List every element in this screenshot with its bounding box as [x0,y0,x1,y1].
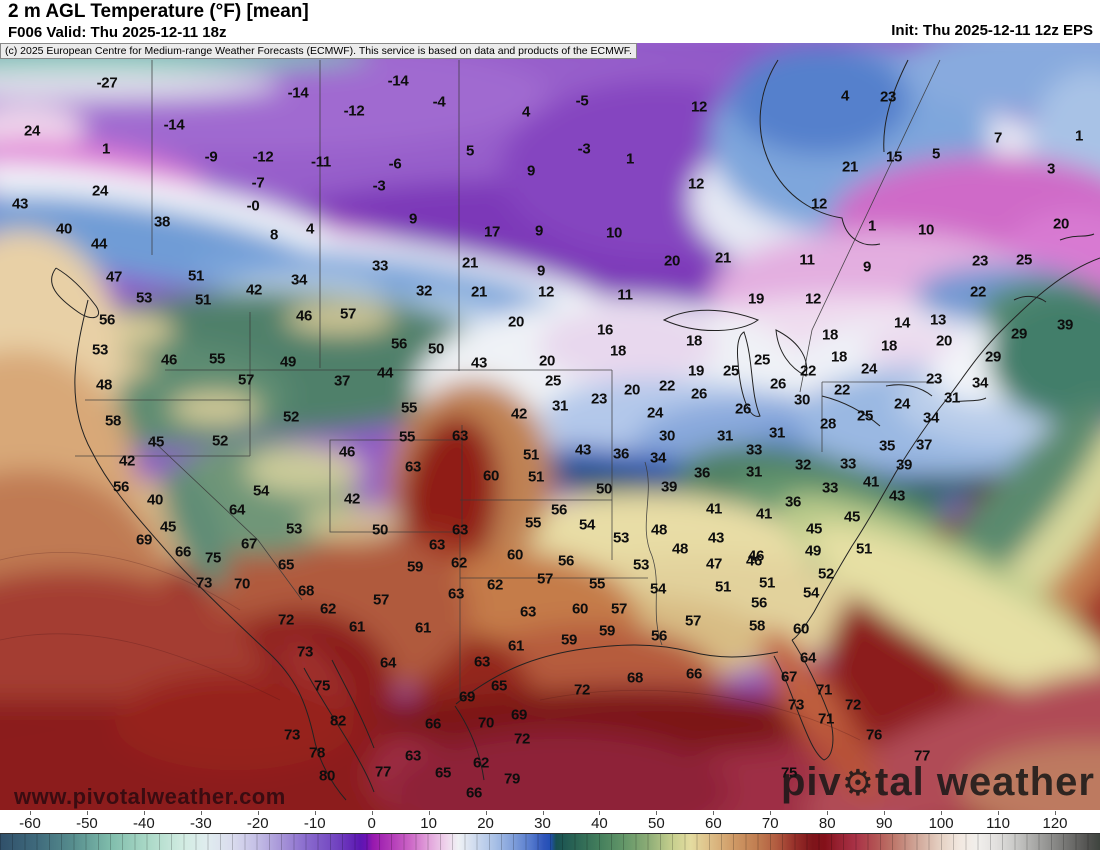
tick-mark [599,811,601,815]
tick-label: 60 [704,815,722,832]
watermark-brand: piv⚙tal weather [781,760,1095,805]
tick-label: 40 [591,815,608,832]
tick-mark [86,811,88,815]
tick-label: -60 [19,815,41,832]
valid-time: F006 Valid: Thu 2025-12-11 18z [8,24,227,41]
gear-icon: ⚙ [841,763,876,804]
tick-label: 90 [875,815,893,832]
tick-mark [770,811,772,815]
tick-label: 110 [986,815,1011,832]
tick-mark [143,811,145,815]
tick-label: -30 [189,815,212,832]
tick-label: 50 [648,815,665,832]
credit-bar: (c) 2025 European Centre for Medium-rang… [0,43,637,59]
tick-label: -50 [76,815,98,832]
tick-mark [941,811,943,815]
tick-mark [314,811,316,815]
tick-label: 120 [1042,815,1068,832]
tick-mark [371,811,373,815]
tick-label: 100 [928,815,954,832]
map-title: 2 m AGL Temperature (°F) [mean] [8,1,309,22]
tick-mark [428,811,430,815]
watermark-url: www.pivotalweather.com [14,784,286,809]
tick-mark [485,811,487,815]
contour-lines [0,551,861,741]
brand-text-left: piv [780,760,842,804]
tick-mark [542,811,544,815]
tick-label: 10 [420,815,437,832]
tick-mark [998,811,1000,815]
tick-mark [257,811,259,815]
tick-label: 0 [367,815,376,832]
init-time: Init: Thu 2025-12-11 12z EPS [891,22,1093,39]
colorbar-segments [0,834,1100,850]
tick-label: 30 [534,815,551,832]
tick-mark [656,811,658,815]
tick-mark [884,811,886,815]
colorbar [0,833,1100,850]
map-canvas [0,43,1100,810]
tick-label: -40 [133,815,155,832]
tick-mark [30,811,31,815]
tick-label: 20 [477,815,494,832]
tick-label: 80 [818,815,836,832]
tick-label: 70 [761,815,779,832]
tick-label: -20 [246,815,269,832]
map-graphic [0,43,1100,810]
brand-text-right: tal weather [875,760,1095,804]
tick-mark [1055,811,1056,815]
colorbar-legend: -60 -50 -40 -30 -20 -10 0 10 20 30 40 50 60 70 80 90 100… [0,810,1100,850]
tick-mark [713,811,715,815]
border-lines [75,59,941,700]
coastlines [51,59,1100,801]
tick-mark [200,811,202,815]
tick-mark [827,811,829,815]
tick-label: -10 [303,815,326,832]
